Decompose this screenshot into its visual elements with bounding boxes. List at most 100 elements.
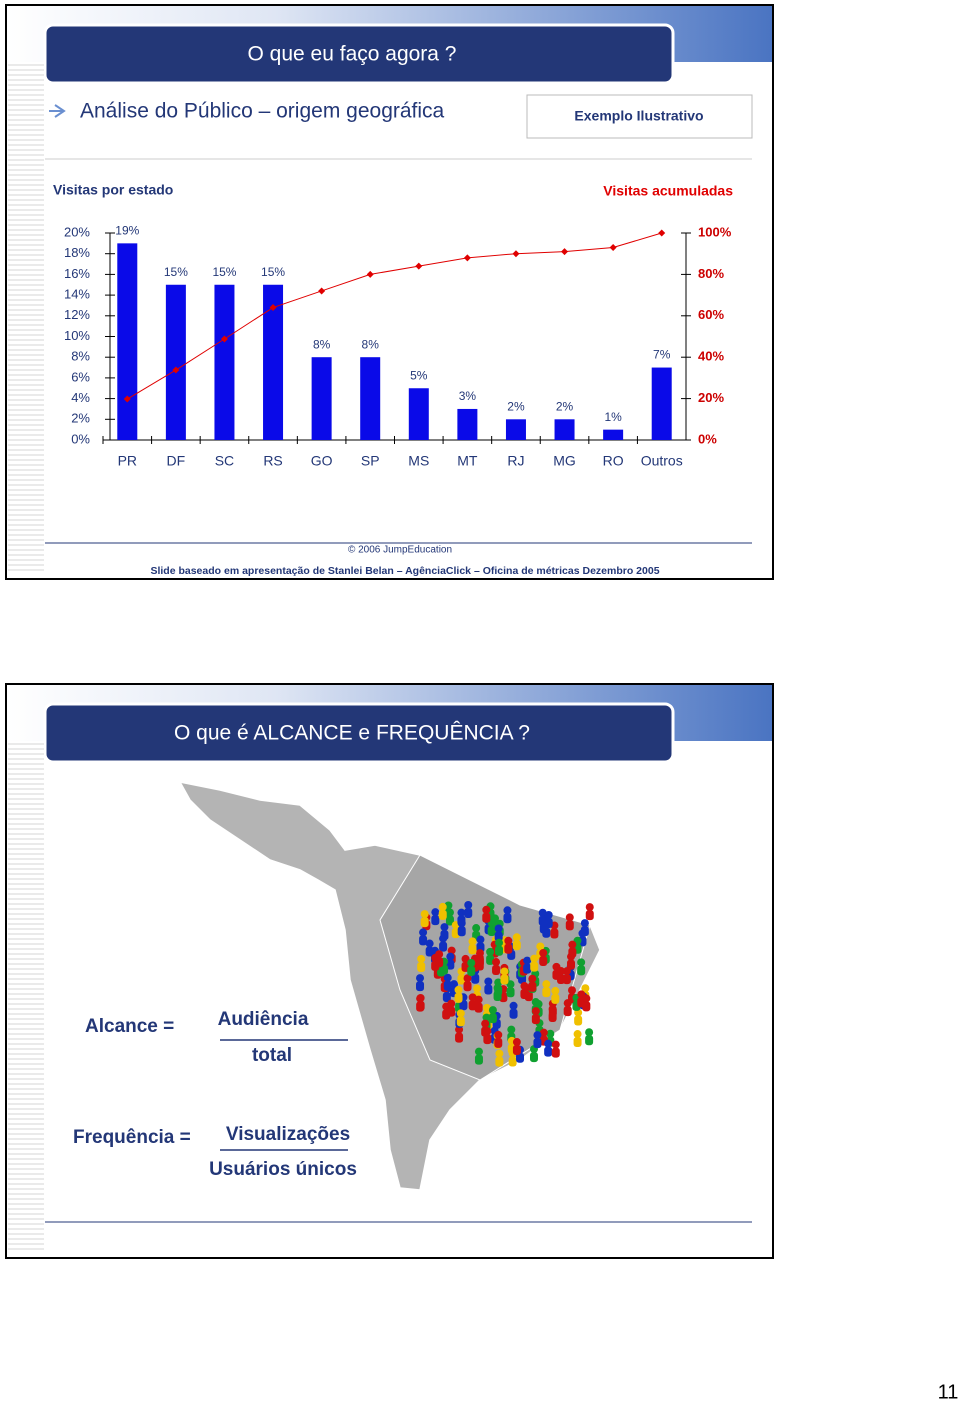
pawn bbox=[582, 1001, 591, 1012]
y-tick-label: 4% bbox=[71, 390, 90, 405]
pawn bbox=[439, 941, 448, 952]
pawn bbox=[500, 967, 509, 976]
pawn bbox=[536, 942, 545, 951]
pawn bbox=[585, 910, 594, 921]
slide-title: O que é ALCANCE e FREQUÊNCIA ? bbox=[174, 722, 530, 745]
bar bbox=[360, 357, 381, 440]
pawn bbox=[475, 949, 484, 958]
pawn bbox=[551, 1047, 560, 1058]
x-tick-label: RJ bbox=[507, 453, 524, 469]
pawn bbox=[474, 1002, 483, 1013]
x-tick-label: SC bbox=[215, 453, 234, 469]
pawn bbox=[416, 1000, 425, 1011]
pawn bbox=[487, 926, 496, 937]
data-label: 15% bbox=[261, 265, 285, 279]
pawn bbox=[474, 1054, 483, 1065]
pawn bbox=[468, 993, 477, 1002]
pawn bbox=[467, 965, 476, 976]
pawn bbox=[568, 986, 577, 995]
pawn bbox=[509, 1001, 518, 1010]
pawn bbox=[548, 1011, 557, 1022]
y-tick-label: 12% bbox=[64, 307, 90, 322]
pawn bbox=[529, 1052, 538, 1063]
pawn bbox=[548, 1004, 557, 1013]
bar bbox=[117, 243, 138, 440]
x-tick-label: MS bbox=[408, 453, 429, 469]
pawn bbox=[464, 901, 473, 910]
pawn bbox=[455, 1032, 464, 1043]
pawn bbox=[495, 1056, 504, 1067]
copyright: © 2006 JumpEducation bbox=[348, 545, 452, 556]
pawn bbox=[551, 1040, 560, 1049]
pawn bbox=[440, 930, 449, 941]
y2-tick-label: 20% bbox=[698, 390, 724, 405]
pawn bbox=[530, 961, 539, 972]
x-tick-label: PR bbox=[118, 453, 137, 469]
pawn bbox=[416, 981, 425, 992]
pawn bbox=[492, 958, 501, 967]
pawn bbox=[544, 1039, 553, 1048]
pawn bbox=[495, 938, 504, 947]
formula-numerator: Audiência bbox=[218, 1009, 309, 1030]
pawn bbox=[528, 981, 537, 992]
x-tick-label: Outros bbox=[641, 453, 683, 469]
pawn bbox=[585, 903, 594, 912]
y-tick-label: 18% bbox=[64, 245, 90, 260]
pawn bbox=[533, 1031, 542, 1040]
y-tick-label: 2% bbox=[71, 411, 90, 426]
pawn bbox=[495, 945, 504, 956]
pawn bbox=[419, 935, 428, 946]
pawn bbox=[542, 980, 551, 989]
pawn bbox=[503, 913, 512, 924]
pawn bbox=[416, 993, 425, 1002]
pawn bbox=[504, 943, 513, 954]
pawn bbox=[495, 1049, 504, 1058]
pawn bbox=[482, 1013, 491, 1022]
pawn bbox=[523, 956, 532, 965]
bar bbox=[408, 388, 429, 440]
pawn bbox=[425, 939, 434, 948]
pawn bbox=[420, 910, 429, 919]
data-label: 19% bbox=[115, 224, 139, 238]
pawn bbox=[473, 984, 482, 993]
pawn bbox=[494, 1037, 503, 1048]
pawn bbox=[539, 948, 548, 957]
data-label: 1% bbox=[604, 410, 622, 424]
pawn bbox=[468, 937, 477, 946]
pawn bbox=[580, 919, 589, 928]
pawn bbox=[435, 957, 444, 968]
formula-numerator: Visualizações bbox=[226, 1124, 350, 1145]
pawn bbox=[563, 999, 572, 1008]
pawn bbox=[467, 958, 476, 967]
pawn bbox=[582, 994, 591, 1003]
pawn bbox=[474, 1047, 483, 1056]
pawn bbox=[454, 985, 463, 994]
pawn bbox=[435, 950, 444, 959]
pawn bbox=[523, 963, 532, 974]
line-marker bbox=[415, 262, 423, 270]
pawn bbox=[544, 1046, 553, 1057]
pawn bbox=[520, 989, 529, 1000]
pawn bbox=[544, 911, 553, 920]
pawn bbox=[483, 1034, 492, 1045]
line-marker bbox=[609, 243, 617, 251]
y-tick-label: 6% bbox=[71, 369, 90, 384]
pawn bbox=[484, 977, 493, 986]
pawn bbox=[459, 1000, 468, 1011]
slide-subtitle: Análise do Público – origem geográfica bbox=[80, 100, 445, 123]
pawn bbox=[573, 1037, 582, 1048]
data-label: 2% bbox=[556, 399, 574, 413]
pawn bbox=[516, 1052, 525, 1063]
line bbox=[127, 232, 662, 400]
pawn bbox=[544, 918, 553, 929]
pawn bbox=[484, 984, 493, 995]
pawn bbox=[509, 1008, 518, 1019]
pawn bbox=[447, 946, 456, 955]
pawn bbox=[482, 1003, 491, 1012]
pawn bbox=[431, 908, 440, 917]
pawn bbox=[500, 974, 509, 985]
pawn bbox=[539, 955, 548, 966]
series-name: Visitas por estado bbox=[53, 182, 173, 198]
pawn bbox=[577, 965, 586, 976]
pawn bbox=[457, 974, 466, 985]
